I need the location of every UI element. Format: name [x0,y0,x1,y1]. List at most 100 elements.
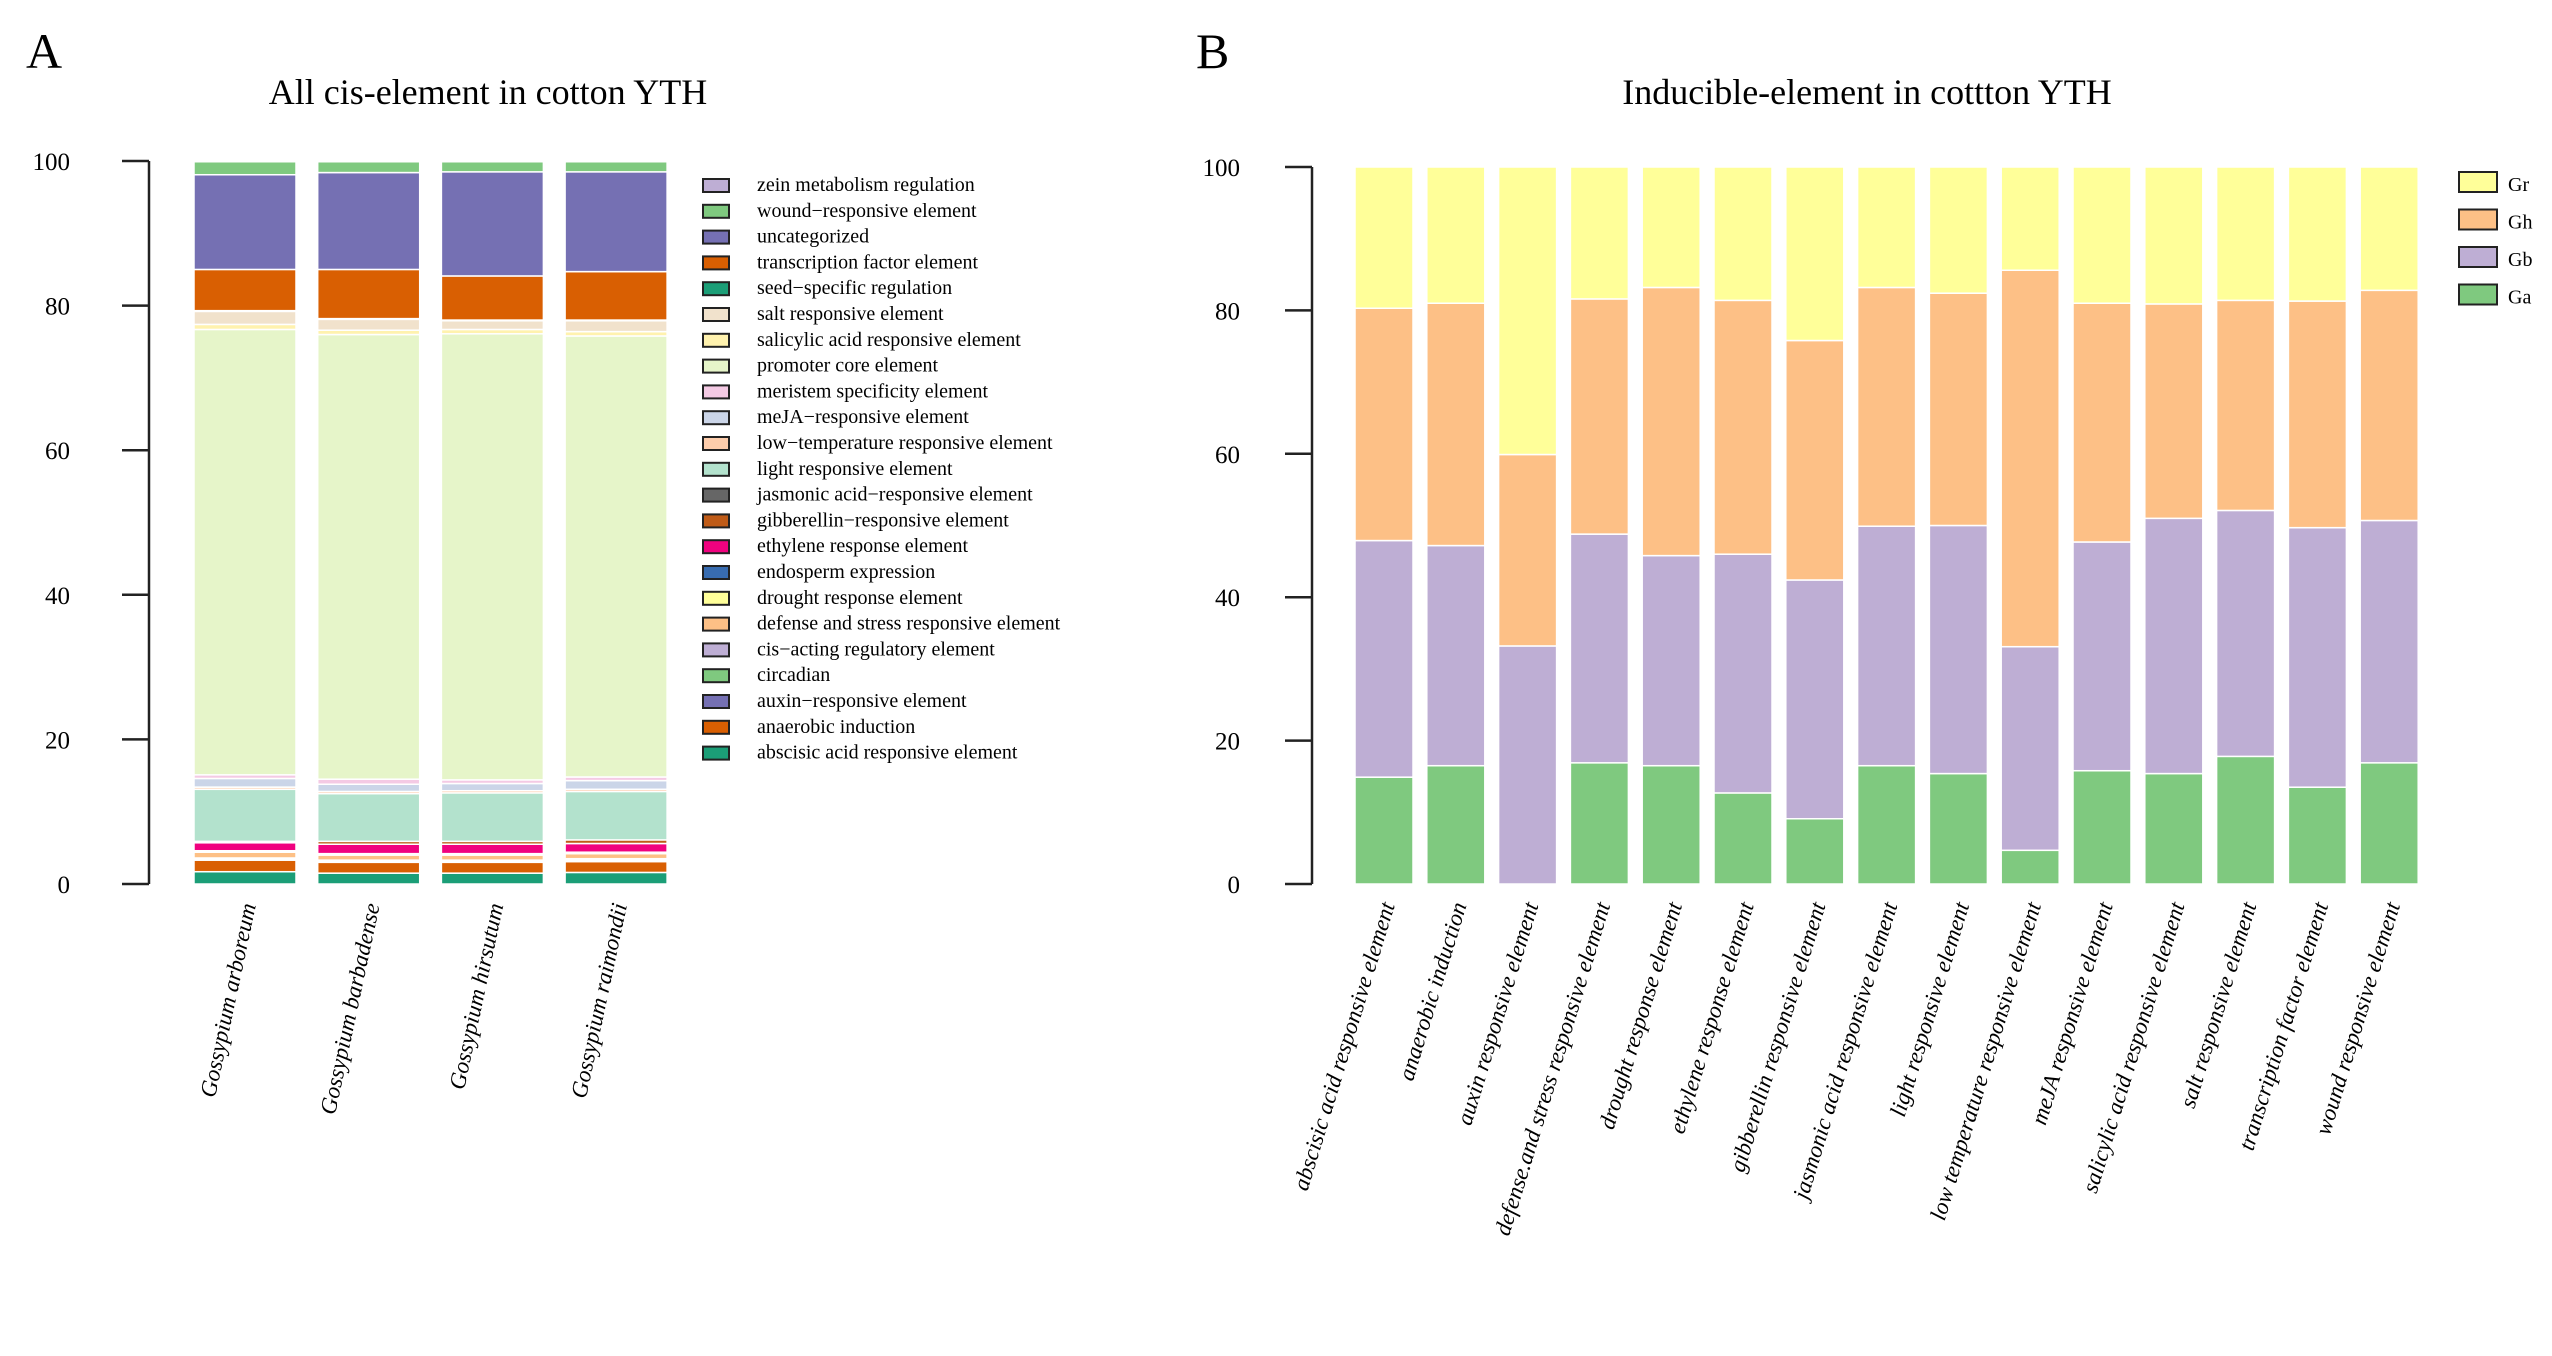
legend-swatch [702,513,730,529]
bar-segment [2072,541,2132,772]
legend-swatch [702,539,730,555]
legend-swatch [702,668,730,684]
legend-label: zein metabolism regulation [757,174,975,196]
bar-segment [316,783,421,793]
y-tick-label: 100 [33,149,71,176]
bar-segment [193,859,297,873]
bar-segment [2144,517,2204,775]
bar-segment [316,268,421,320]
bar-segment [564,852,668,860]
bar-segment [564,171,668,273]
bar-segment [193,160,297,163]
bar-segment [440,160,545,163]
y-tick-label: 60 [1215,442,1240,469]
y-tick-label: 40 [45,583,70,610]
x-tick-label: light responsive element [1885,899,1974,1120]
bar-segment [316,792,421,843]
bar-segment [2287,300,2348,529]
bar-segment [193,268,297,312]
legend-label: meJA−responsive element [757,406,969,428]
bar-segment [1354,776,1414,885]
bar-segment [316,872,421,885]
bar-segment [440,171,545,277]
x-tick-label: abscisic acid responsive element [1288,899,1400,1194]
bar-segment [1713,553,1773,794]
bar-segment [2144,166,2204,305]
bar-segment [1856,525,1917,767]
bar-segment [440,320,545,331]
legend-label: transcription factor element [757,251,978,273]
bar-segment [1928,524,1989,775]
bar-segment [2215,166,2276,302]
bar-segment [1569,298,1630,535]
bar-segment [1928,772,1989,885]
bar-segment [1785,166,1845,342]
x-tick-label: auxin responsive element [1452,899,1544,1128]
legend-swatch [702,358,730,374]
bar-segment [1641,554,1701,767]
legend-label: low−temperature responsive element [757,432,1053,454]
legend-swatch [2458,208,2498,231]
bar-segment [2000,849,2060,885]
bar-segment [564,842,668,853]
panel-a-cis-element-chart: A All cis-element in cotton YTH 0 20 40 60 8… [26,23,1061,1117]
bar-segment [316,843,421,855]
bar-segment [193,310,297,326]
bar-segment [440,872,545,885]
bar-segment [1354,307,1414,542]
bar-segment [564,270,668,321]
legend-swatch [702,590,730,606]
bar-segment [2359,762,2419,885]
bar-segment [193,328,297,776]
legend-label: circadian [757,664,830,686]
legend-swatch [702,178,730,193]
bar-segment [1569,762,1630,885]
legend-swatch [2458,246,2498,268]
bar-segment [1569,533,1630,764]
bar-segment [1641,764,1701,885]
legend-swatch [702,694,730,709]
legend-swatch [2458,283,2498,306]
legend-swatch [702,616,730,632]
y-tick-label: 80 [45,294,70,321]
bar-segment [1354,166,1414,309]
legend-swatch [702,229,730,245]
legend-label: salicylic acid responsive element [757,329,1021,351]
x-tick-label: drought response element [1594,899,1687,1133]
y-tick-label: 20 [45,727,70,754]
y-tick-label: 60 [45,438,70,465]
bar-segment [1641,166,1701,289]
bar-segment [316,318,421,331]
legend-label: salt responsive element [757,303,944,325]
legend-swatch [702,565,730,580]
bar-segment [2359,289,2419,522]
legend-swatch [702,255,730,271]
bar-segment [564,160,668,163]
legend-swatch [2458,171,2498,193]
bar-segment [2215,299,2276,512]
panel-b-inducible-element-chart: B Inducible-element in cottton YTH 0 20 40… [1196,23,2532,1238]
bar-segment [316,861,421,874]
bar-segment [193,851,297,859]
bar-segment [564,779,668,791]
bar-segment [2359,519,2419,764]
legend-label: cis−acting regulatory element [757,638,995,660]
bar-segment [1785,818,1845,885]
legend-label: auxin−responsive element [757,690,967,712]
legend-swatch [702,436,730,451]
x-tick-label: Gossypium barbadense [315,901,384,1117]
bar-segment [1426,166,1486,304]
legend-swatch [702,461,730,477]
y-tick-label: 0 [1228,872,1241,899]
bar-segment [316,778,421,785]
legend-swatch [702,203,730,219]
bar-segment [193,870,297,885]
bar-segment [2072,302,2132,543]
bar-segment [1856,764,1917,885]
bar-segment [1785,579,1845,820]
y-tick-label: 80 [1215,298,1240,325]
legend-swatch [702,410,730,426]
legend-label: wound−responsive element [757,200,977,222]
legend-label: defense and stress responsive element [757,613,1061,635]
legend-label: gibberellin−responsive element [757,509,1009,531]
